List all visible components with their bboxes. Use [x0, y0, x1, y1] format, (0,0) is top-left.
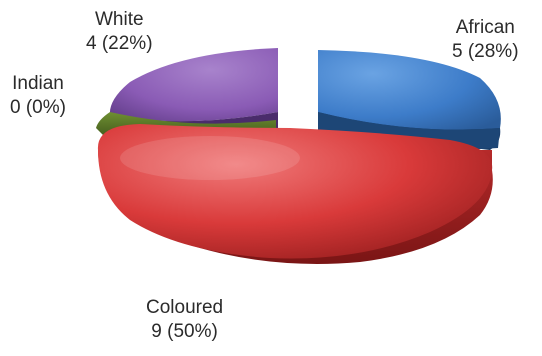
slice-label-indian-name: Indian	[12, 73, 64, 94]
slice-label-african-name: African	[455, 17, 515, 38]
slice-label-coloured-name: Coloured	[146, 297, 224, 318]
slice-label-coloured: Coloured 9 (50%)	[146, 296, 223, 344]
slice-label-indian: Indian 0 (0%)	[10, 72, 66, 120]
slice-label-white-name: White	[94, 9, 144, 30]
slice-label-indian-value: 0 (0%)	[10, 97, 66, 118]
slice-label-white-value: 4 (22%)	[86, 33, 153, 54]
slice-label-coloured-value: 9 (50%)	[151, 321, 218, 342]
pie-slice-coloured	[97, 124, 493, 264]
slice-label-african-value: 5 (28%)	[452, 41, 519, 62]
slice-label-white: White 4 (22%)	[86, 8, 153, 56]
slice-label-african: African 5 (28%)	[452, 16, 519, 64]
